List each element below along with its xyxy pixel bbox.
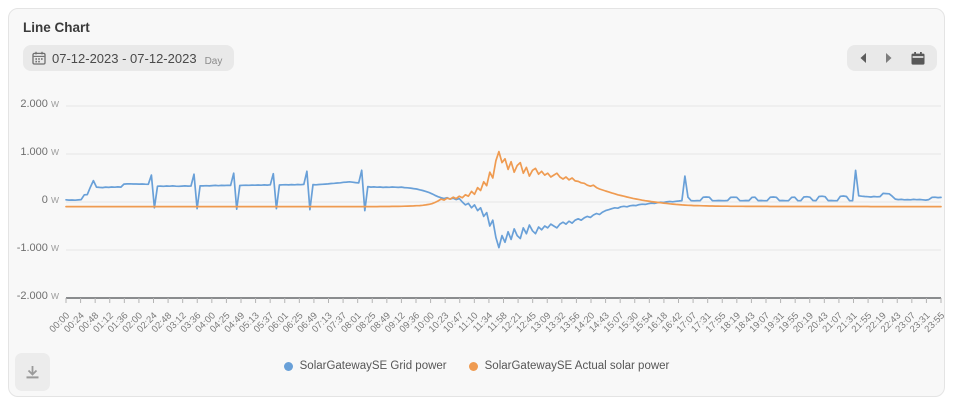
calendar-solid-icon xyxy=(911,51,925,65)
page-title: Line Chart xyxy=(23,20,90,35)
date-range-label: 07-12-2023 - 07-12-2023 xyxy=(52,50,197,66)
y-axis-label: 1.000 W xyxy=(20,146,59,158)
calendar-outline-icon xyxy=(32,51,46,65)
line-chart-card: Line Chart 07-12-2023 - 07-12-2023 Day xyxy=(8,8,945,397)
legend-item-grid-power[interactable]: SolarGatewaySE Grid power xyxy=(283,360,447,372)
grid-power-legend-dot xyxy=(283,361,293,371)
solar-power-legend-label: SolarGatewaySE Actual solar power xyxy=(484,360,670,372)
date-nav-controls xyxy=(847,45,937,71)
date-range-selector[interactable]: 07-12-2023 - 07-12-2023 Day xyxy=(23,45,235,71)
y-axis-label: 2.000 W xyxy=(20,98,59,110)
solar-power-line xyxy=(65,150,942,208)
download-icon xyxy=(24,364,41,380)
prev-day-button[interactable] xyxy=(857,51,869,65)
chevron-right-icon xyxy=(885,53,893,63)
next-day-button[interactable] xyxy=(883,51,895,65)
chart-legend: SolarGatewaySE Grid power SolarGatewaySE… xyxy=(9,360,944,372)
solar-power-legend-dot xyxy=(468,361,478,371)
y-axis-label: -2.000 W xyxy=(17,290,59,302)
line-chart-svg[interactable]: 2.000 W1.000 W0 W-1.000 W-2.000 W00:0000… xyxy=(9,9,944,396)
y-axis-label: 0 W xyxy=(42,194,59,206)
grid-power-line xyxy=(65,169,942,249)
chevron-left-icon xyxy=(859,53,867,63)
grid-power-legend-label: SolarGatewaySE Grid power xyxy=(299,360,447,372)
calendar-picker-button[interactable] xyxy=(909,50,927,67)
y-axis-label: -1.000 W xyxy=(17,242,59,254)
legend-item-solar-power[interactable]: SolarGatewaySE Actual solar power xyxy=(468,360,670,372)
period-label: Day xyxy=(204,55,223,67)
download-button[interactable] xyxy=(15,353,50,391)
